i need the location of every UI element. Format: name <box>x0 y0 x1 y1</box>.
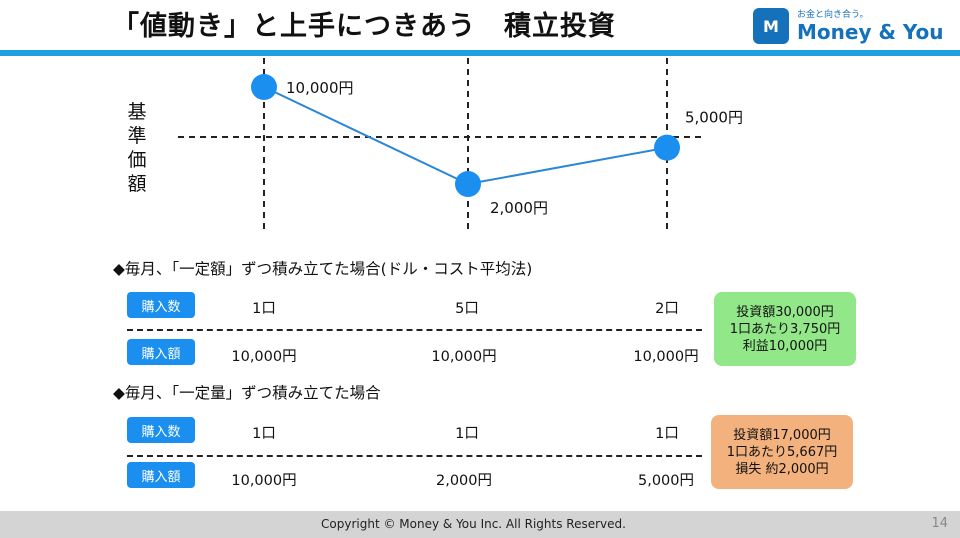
count-cell: 1口 <box>252 426 276 442</box>
count-cell: 5口 <box>455 301 479 317</box>
section-1-heading: ◆毎月、「一定額」ずつ積み立てた場合(ドル・コスト平均法) <box>113 260 533 278</box>
price-point <box>455 171 481 197</box>
header-rule <box>0 50 960 56</box>
count-cell: 1口 <box>252 301 276 317</box>
price-point-label: 10,000円 <box>286 79 354 97</box>
amount-cell: 10,000円 <box>633 349 699 365</box>
count-label-button: 購入数 <box>127 292 195 318</box>
chart-y-label: 基準価額 <box>127 101 147 195</box>
summary-line: 1口あたり3,750円 <box>729 321 841 337</box>
summary-line: 損失 約2,000円 <box>735 461 829 477</box>
price-line <box>263 86 668 186</box>
price-point <box>654 134 680 161</box>
logo-name: Money & You <box>797 20 944 44</box>
amount-label-button: 購入額 <box>127 462 195 488</box>
amount-cell: 2,000円 <box>435 473 493 489</box>
loss-summary: 投資額17,000円 1口あたり5,667円 損失 約2,000円 <box>711 415 853 489</box>
slide-title: 「値動き」と上手につきあう 積立投資 <box>112 11 616 42</box>
amount-cell: 10,000円 <box>431 349 497 365</box>
count-cell: 2口 <box>655 301 679 317</box>
price-point-label: 5,000円 <box>685 109 743 127</box>
amount-cell: 10,000円 <box>231 349 297 365</box>
price-chart: 10,000円 2,000円 5,000円 <box>178 58 743 230</box>
count-cell: 1口 <box>455 426 479 442</box>
count-cell: 1口 <box>655 426 679 442</box>
logo-mark: M <box>753 8 789 44</box>
price-point-label: 2,000円 <box>490 199 548 217</box>
price-point <box>251 74 277 100</box>
amount-cell: 5,000円 <box>637 473 695 489</box>
amount-cell: 10,000円 <box>231 473 297 489</box>
company-logo: M お金と向き合う。 Money & You <box>753 7 953 47</box>
amount-label-button: 購入額 <box>127 339 195 365</box>
summary-line: 利益10,000円 <box>742 338 828 354</box>
section-2-heading: ◆毎月、「一定量」ずつ積み立てた場合 <box>113 384 381 402</box>
copyright-text: Copyright © Money & You Inc. All Rights … <box>321 517 626 531</box>
row-divider <box>127 329 702 331</box>
summary-line: 1口あたり5,667円 <box>726 444 838 460</box>
row-divider <box>127 455 702 457</box>
profit-summary: 投資額30,000円 1口あたり3,750円 利益10,000円 <box>714 292 856 366</box>
summary-line: 投資額30,000円 <box>736 304 834 320</box>
logo-tagline: お金と向き合う。 <box>797 10 869 20</box>
footer: Copyright © Money & You Inc. All Rights … <box>0 511 960 538</box>
page-number: 14 <box>931 516 948 531</box>
count-label-button: 購入数 <box>127 417 195 443</box>
summary-line: 投資額17,000円 <box>733 427 831 443</box>
